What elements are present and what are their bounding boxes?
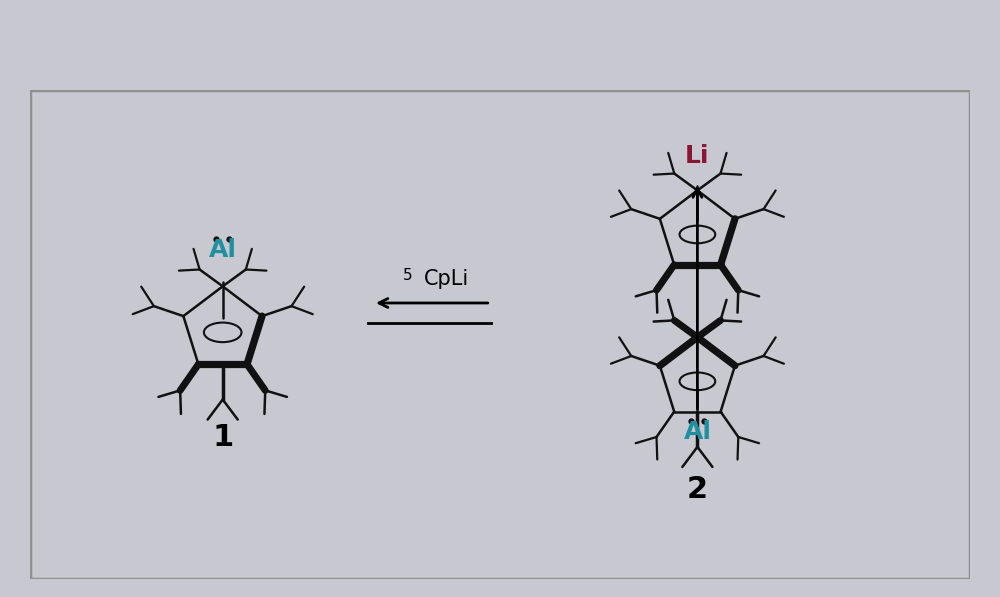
Text: 1: 1 bbox=[212, 423, 233, 451]
Text: 5: 5 bbox=[403, 268, 413, 283]
Text: 2: 2 bbox=[687, 475, 708, 504]
Text: Al: Al bbox=[683, 420, 711, 444]
Text: Li: Li bbox=[685, 144, 710, 168]
Text: Al: Al bbox=[209, 238, 237, 262]
Text: CpLi: CpLi bbox=[424, 269, 469, 288]
